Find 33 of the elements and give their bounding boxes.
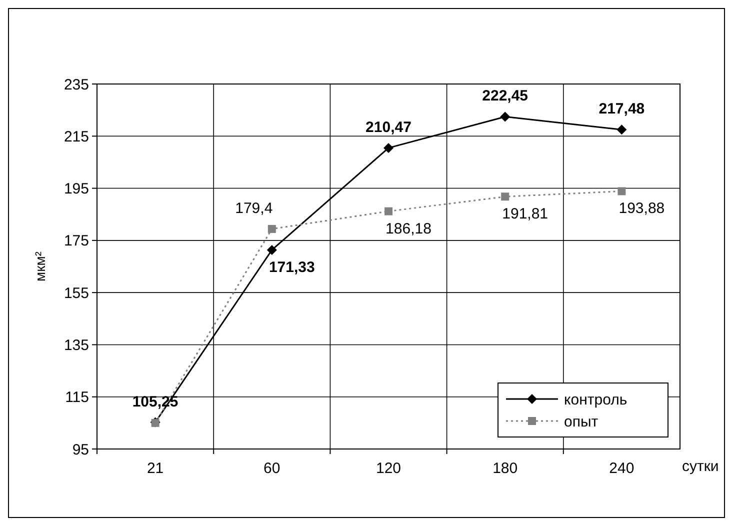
y-tick-label: 195 [64, 180, 89, 198]
point [268, 224, 276, 233]
legend-label: контроль [564, 391, 628, 408]
y-tick-label: 215 [64, 128, 89, 146]
data-label: 193,88 [618, 200, 665, 218]
data-label: 179,4 [235, 200, 273, 217]
point [501, 192, 510, 201]
y-tick-label: 135 [64, 336, 89, 354]
point [618, 187, 626, 196]
data-label: 222,45 [482, 88, 528, 105]
y-tick-label: 155 [64, 284, 89, 302]
y-tick-label: 115 [65, 389, 89, 406]
data-label: 210,47 [366, 118, 412, 136]
legend-label: опыт [564, 413, 598, 430]
data-label: 191,81 [502, 206, 548, 223]
y-axis-title: мкм² [32, 251, 48, 282]
x-tick-label: 240 [609, 460, 634, 477]
data-label: 186,18 [386, 220, 432, 238]
data-label: 171,33 [268, 258, 315, 276]
point [616, 124, 627, 135]
point [500, 112, 510, 122]
point [266, 244, 277, 255]
y-tick-label: 95 [72, 441, 89, 458]
x-tick-label: 21 [146, 460, 164, 477]
x-axis-title: сутки [682, 458, 719, 475]
point [384, 207, 392, 216]
data-label: 217,48 [598, 100, 645, 118]
x-tick-label: 60 [264, 460, 280, 477]
x-tick-label: 180 [492, 460, 518, 477]
x-tick-label: 120 [376, 460, 402, 477]
y-tick-label: 175 [64, 232, 89, 250]
y-tick-label: 235 [64, 76, 89, 94]
point [384, 142, 394, 153]
